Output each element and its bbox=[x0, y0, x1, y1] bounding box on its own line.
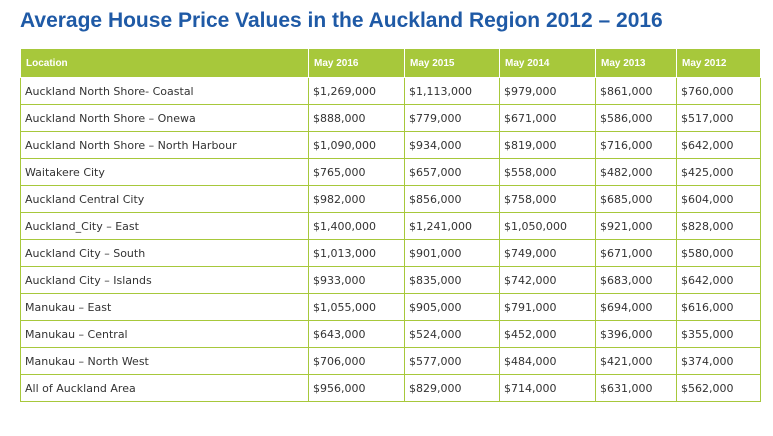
table-row: Manukau – North West $706,000 $577,000 $484… bbox=[20, 347, 761, 375]
price-cell: $452,000 bbox=[499, 320, 596, 348]
price-cell: $683,000 bbox=[595, 266, 677, 294]
price-cell: $956,000 bbox=[308, 374, 405, 402]
price-cell: $355,000 bbox=[676, 320, 761, 348]
price-cell: $671,000 bbox=[499, 104, 596, 132]
table-row: Auckland_City – East $1,400,000 $1,241,000… bbox=[20, 212, 761, 240]
price-cell: $934,000 bbox=[404, 131, 500, 159]
price-cell: $706,000 bbox=[308, 347, 405, 375]
price-cell: $742,000 bbox=[499, 266, 596, 294]
price-cell: $979,000 bbox=[499, 77, 596, 105]
price-cell: $558,000 bbox=[499, 158, 596, 186]
column-header-location: Location bbox=[20, 48, 309, 78]
price-cell: $1,113,000 bbox=[404, 77, 500, 105]
location-cell: Auckland_City – East bbox=[20, 212, 309, 240]
price-cell: $828,000 bbox=[676, 212, 761, 240]
column-header-year: May 2014 bbox=[499, 48, 596, 78]
table-row: Auckland North Shore – Onewa $888,000 $779… bbox=[20, 104, 761, 132]
price-cell: $905,000 bbox=[404, 293, 500, 321]
location-cell: Manukau – East bbox=[20, 293, 309, 321]
price-cell: $484,000 bbox=[499, 347, 596, 375]
price-cell: $643,000 bbox=[308, 320, 405, 348]
price-cell: $1,055,000 bbox=[308, 293, 405, 321]
price-cell: $631,000 bbox=[595, 374, 677, 402]
price-cell: $642,000 bbox=[676, 266, 761, 294]
price-cell: $577,000 bbox=[404, 347, 500, 375]
price-cell: $921,000 bbox=[595, 212, 677, 240]
price-cell: $856,000 bbox=[404, 185, 500, 213]
price-cell: $760,000 bbox=[676, 77, 761, 105]
table-row: All of Auckland Area $956,000 $829,000 $714… bbox=[20, 374, 761, 402]
location-cell: Auckland Central City bbox=[20, 185, 309, 213]
price-cell: $657,000 bbox=[404, 158, 500, 186]
location-cell: Auckland City – Islands bbox=[20, 266, 309, 294]
price-cell: $1,090,000 bbox=[308, 131, 405, 159]
price-cell: $671,000 bbox=[595, 239, 677, 267]
price-cell: $1,013,000 bbox=[308, 239, 405, 267]
column-header-year: May 2016 bbox=[308, 48, 405, 78]
price-cell: $425,000 bbox=[676, 158, 761, 186]
table-row: Auckland City – Islands $933,000 $835,000 $… bbox=[20, 266, 761, 294]
price-cell: $758,000 bbox=[499, 185, 596, 213]
price-cell: $901,000 bbox=[404, 239, 500, 267]
table-row: Auckland City – South $1,013,000 $901,000 $… bbox=[20, 239, 761, 267]
location-cell: Manukau – North West bbox=[20, 347, 309, 375]
location-cell: Waitakere City bbox=[20, 158, 309, 186]
location-cell: Auckland North Shore – North Harbour bbox=[20, 131, 309, 159]
house-price-table: Location May 2016 May 2015 May 2014 May 2013… bbox=[20, 48, 761, 402]
table-row: Manukau – East $1,055,000 $905,000 $791,000… bbox=[20, 293, 761, 321]
price-cell: $421,000 bbox=[595, 347, 677, 375]
price-cell: $1,241,000 bbox=[404, 212, 500, 240]
price-cell: $779,000 bbox=[404, 104, 500, 132]
price-cell: $1,050,000 bbox=[499, 212, 596, 240]
price-cell: $616,000 bbox=[676, 293, 761, 321]
table-row: Auckland North Shore – North Harbour $1,0… bbox=[20, 131, 761, 159]
column-header-year: May 2015 bbox=[404, 48, 500, 78]
table-row: Waitakere City $765,000 $657,000 $558,000 $4… bbox=[20, 158, 761, 186]
table-row: Auckland Central City $982,000 $856,000 $75… bbox=[20, 185, 761, 213]
price-cell: $861,000 bbox=[595, 77, 677, 105]
table-body: Auckland North Shore- Coastal $1,269,000 $… bbox=[20, 77, 761, 402]
location-cell: Auckland North Shore- Coastal bbox=[20, 77, 309, 105]
location-cell: All of Auckland Area bbox=[20, 374, 309, 402]
price-cell: $642,000 bbox=[676, 131, 761, 159]
price-cell: $396,000 bbox=[595, 320, 677, 348]
price-cell: $888,000 bbox=[308, 104, 405, 132]
table-row: Manukau – Central $643,000 $524,000 $452,00… bbox=[20, 320, 761, 348]
price-cell: $819,000 bbox=[499, 131, 596, 159]
price-cell: $791,000 bbox=[499, 293, 596, 321]
price-cell: $749,000 bbox=[499, 239, 596, 267]
price-cell: $982,000 bbox=[308, 185, 405, 213]
page-title: Average House Price Values in the Auckla… bbox=[20, 9, 663, 32]
location-cell: Manukau – Central bbox=[20, 320, 309, 348]
table-row: Auckland North Shore- Coastal $1,269,000 $… bbox=[20, 77, 761, 105]
price-cell: $1,400,000 bbox=[308, 212, 405, 240]
table-header-row: Location May 2016 May 2015 May 2014 May 2013… bbox=[20, 48, 761, 78]
price-cell: $933,000 bbox=[308, 266, 405, 294]
price-cell: $374,000 bbox=[676, 347, 761, 375]
price-cell: $765,000 bbox=[308, 158, 405, 186]
price-cell: $829,000 bbox=[404, 374, 500, 402]
price-cell: $586,000 bbox=[595, 104, 677, 132]
column-header-year: May 2012 bbox=[676, 48, 761, 78]
price-cell: $524,000 bbox=[404, 320, 500, 348]
location-cell: Auckland North Shore – Onewa bbox=[20, 104, 309, 132]
price-cell: $562,000 bbox=[676, 374, 761, 402]
price-cell: $580,000 bbox=[676, 239, 761, 267]
price-cell: $685,000 bbox=[595, 185, 677, 213]
price-cell: $517,000 bbox=[676, 104, 761, 132]
price-cell: $482,000 bbox=[595, 158, 677, 186]
price-cell: $694,000 bbox=[595, 293, 677, 321]
price-cell: $604,000 bbox=[676, 185, 761, 213]
price-cell: $835,000 bbox=[404, 266, 500, 294]
column-header-year: May 2013 bbox=[595, 48, 677, 78]
location-cell: Auckland City – South bbox=[20, 239, 309, 267]
price-cell: $716,000 bbox=[595, 131, 677, 159]
price-cell: $1,269,000 bbox=[308, 77, 405, 105]
price-cell: $714,000 bbox=[499, 374, 596, 402]
